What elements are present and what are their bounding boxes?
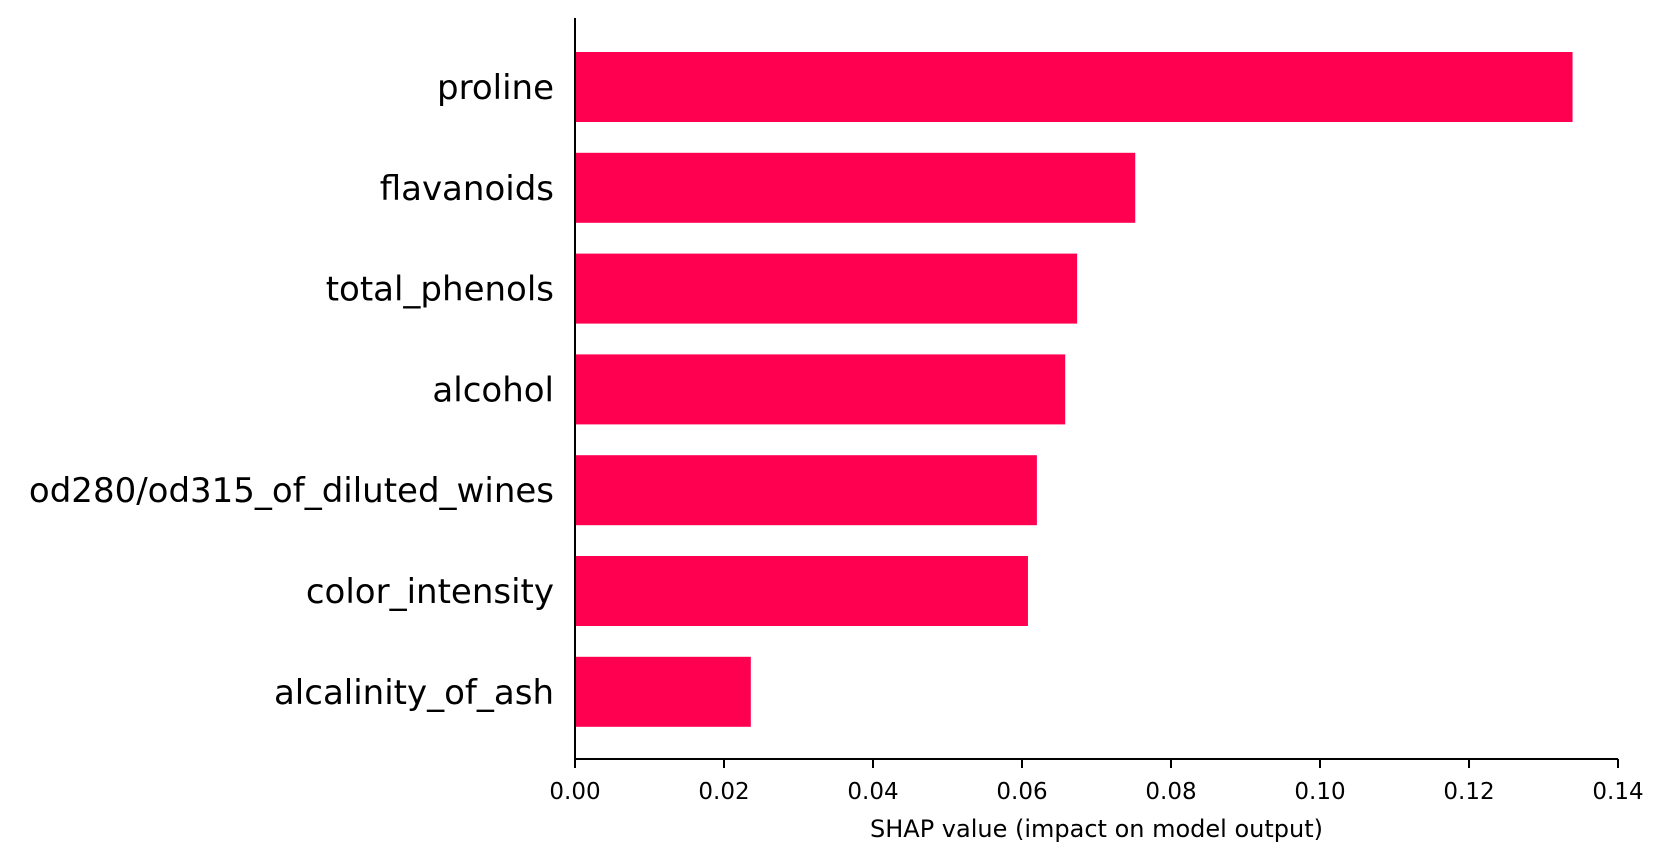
x-axis-title: SHAP value (impact on model output) bbox=[870, 815, 1323, 843]
category-label: alcalinity_of_ash bbox=[274, 673, 554, 713]
x-ticks: 0.00 0.02 0.04 0.06 0.08 0.10 0.12 0.14 bbox=[549, 759, 1644, 805]
bar-proline bbox=[575, 52, 1573, 122]
category-label: flavanoids bbox=[380, 169, 554, 209]
x-tick-label: 0.14 bbox=[1592, 779, 1643, 805]
category-label: alcohol bbox=[432, 370, 554, 410]
bar-flavanoids bbox=[575, 152, 1136, 223]
x-tick-label: 0.06 bbox=[996, 779, 1047, 805]
bar-alcohol bbox=[575, 354, 1066, 425]
x-tick-label: 0.02 bbox=[698, 779, 749, 805]
x-tick-label: 0.04 bbox=[847, 779, 898, 805]
bar-color-intensity bbox=[575, 556, 1028, 626]
bar-od280-od315-of-diluted-wines bbox=[575, 455, 1037, 526]
category-label: total_phenols bbox=[326, 270, 554, 310]
bar-total-phenols bbox=[575, 253, 1078, 324]
category-label: color_intensity bbox=[306, 572, 554, 612]
bars-group bbox=[575, 52, 1573, 727]
x-tick-label: 0.00 bbox=[549, 779, 600, 805]
category-label: od280/od315_of_diluted_wines bbox=[29, 471, 554, 511]
x-tick-label: 0.12 bbox=[1443, 779, 1494, 805]
x-tick-label: 0.10 bbox=[1294, 779, 1345, 805]
bar-alcalinity-of-ash bbox=[575, 656, 751, 727]
category-label: proline bbox=[437, 68, 554, 108]
x-tick-label: 0.08 bbox=[1145, 779, 1196, 805]
